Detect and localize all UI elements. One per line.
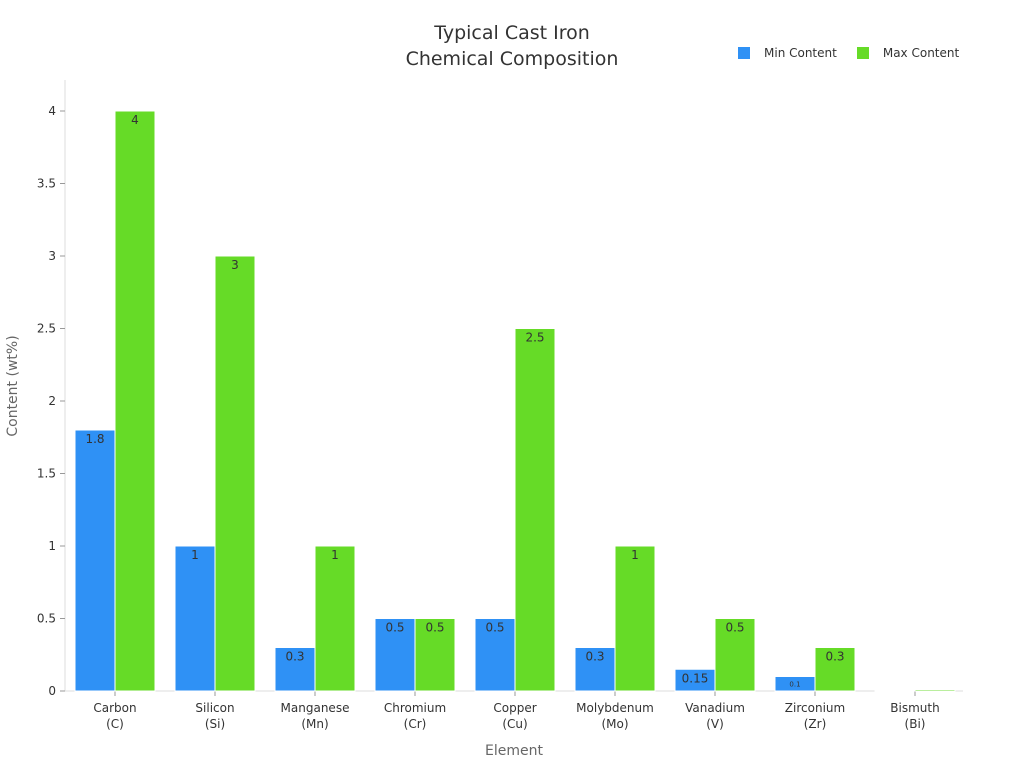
bar-max (214, 255, 256, 692)
legend-item-max[interactable]: Max Content (856, 46, 960, 60)
title-line-1: Typical Cast Iron (434, 22, 590, 44)
bar-min (374, 618, 416, 692)
x-tick-label-symbol: (Si) (205, 717, 225, 731)
bar-min (274, 647, 316, 692)
y-tick-label: 1 (48, 539, 56, 553)
bar-max (114, 110, 156, 692)
bar-value-label: 0.1 (789, 681, 800, 689)
bar-min (174, 545, 216, 692)
x-tick-label: Chromium (384, 701, 446, 715)
legend-swatch-min (738, 47, 750, 59)
x-tick-label: Zirconium (785, 701, 845, 715)
y-tick-label: 2.5 (37, 322, 56, 336)
x-tick-label-symbol: (Mn) (301, 717, 328, 731)
y-axis-label: Content (wt%) (5, 335, 21, 436)
title-line-2: Chemical Composition (405, 48, 619, 70)
x-tick-label: Vanadium (685, 701, 745, 715)
bar-max (614, 545, 656, 692)
x-tick-label-symbol: (Cr) (404, 717, 427, 731)
bar-value-label: 0.3 (585, 650, 604, 664)
y-tick-label: 0.5 (37, 612, 56, 626)
bar-value-label: 1 (331, 548, 339, 562)
bar-value-label: 0.5 (485, 621, 504, 635)
legend-swatch-max (856, 47, 869, 59)
bar-value-label: 4 (131, 113, 139, 127)
x-tick-label-symbol: (Bi) (905, 717, 926, 731)
x-axis-label: Element (485, 743, 543, 759)
y-tick-label: 2 (48, 394, 56, 408)
y-tick-label: 4 (48, 104, 56, 118)
bar-max (414, 618, 456, 692)
x-tick-label: Copper (493, 701, 536, 715)
x-tick-label: Bismuth (890, 701, 939, 715)
x-tick-label-symbol: (Zr) (804, 717, 827, 731)
bar-max (814, 647, 856, 692)
y-tick-label: 3.5 (37, 177, 56, 191)
bar-value-label: 0.5 (425, 621, 444, 635)
x-tick-label-symbol: (C) (106, 717, 124, 731)
y-tick-label: 0 (48, 684, 56, 698)
bar-value-label: 1 (631, 548, 639, 562)
legend-label-min: Min Content (764, 46, 837, 60)
bar-max (714, 618, 756, 692)
bar-value-label: 0.5 (725, 621, 744, 635)
bar-min (574, 647, 616, 692)
bar-value-label: 3 (231, 258, 239, 272)
bar-value-label: 1.8 (85, 432, 104, 446)
bar-min (874, 689, 916, 692)
y-tick-label: 1.5 (37, 467, 56, 481)
x-tick-label: Silicon (195, 701, 234, 715)
x-tick-label-symbol: (V) (706, 717, 724, 731)
legend-item-min[interactable]: Min Content (738, 46, 837, 60)
x-tick-label: Molybdenum (576, 701, 654, 715)
legend-label-max: Max Content (882, 46, 960, 60)
legend: Min Content Max Content (738, 46, 979, 60)
bar-max (514, 328, 556, 692)
bar-max (914, 689, 956, 692)
bar-min (74, 429, 116, 692)
bar-value-label: 1 (191, 548, 199, 562)
x-tick-label: Carbon (93, 701, 136, 715)
y-tick-label: 3 (48, 249, 56, 263)
bar-value-label: 2.5 (525, 331, 544, 345)
bar-value-label: 0.15 (682, 671, 709, 685)
x-tick-label-symbol: (Cu) (502, 717, 527, 731)
bar-value-label: 0.5 (385, 621, 404, 635)
bar-value-label: 0.3 (285, 650, 304, 664)
bar-max (314, 545, 356, 692)
chart-title: Typical Cast Iron Chemical Composition (312, 20, 712, 72)
bar-min (474, 618, 516, 692)
x-tick-label: Manganese (281, 701, 350, 715)
x-tick-label-symbol: (Mo) (601, 717, 628, 731)
bar-value-label: 0.3 (825, 650, 844, 664)
